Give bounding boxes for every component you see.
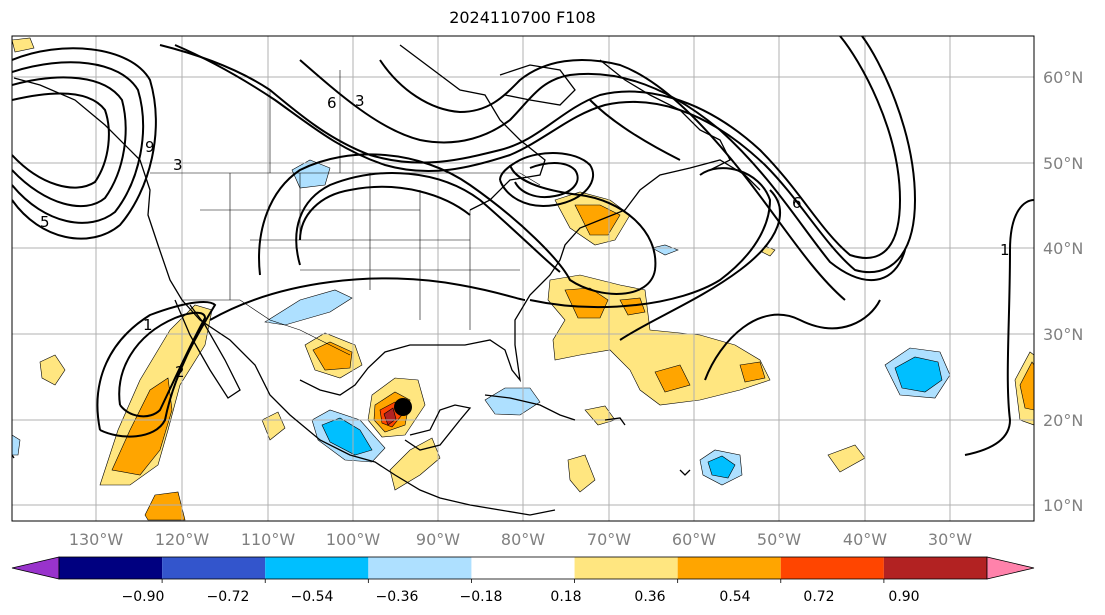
colorbar-label: 0.90	[888, 589, 919, 605]
lon-label: 30°W	[928, 530, 972, 549]
colorbar-segment	[162, 557, 266, 579]
contour-label: 6	[792, 194, 802, 212]
contour-label: 3	[173, 156, 183, 174]
contour-label: 2	[175, 363, 185, 381]
lon-label: 130°W	[69, 530, 124, 549]
colorbar	[11, 556, 1035, 583]
map-frame	[11, 35, 1035, 522]
contour-label: 1	[143, 316, 153, 334]
colorbar-label: −0.90	[122, 589, 165, 605]
colorbar-extend-min	[11, 556, 60, 580]
lon-label: 90°W	[416, 530, 460, 549]
lon-label: 70°W	[587, 530, 631, 549]
contour-label: 6	[327, 94, 337, 112]
lon-label: 40°W	[843, 530, 887, 549]
colorbar-label: 0.54	[719, 589, 750, 605]
colorbar-segment	[677, 557, 781, 579]
map-title: 2024110700 F108	[449, 8, 596, 27]
colorbar-label: −0.18	[460, 589, 503, 605]
colorbar-extend-max	[986, 556, 1035, 580]
lat-label: 40°N	[1043, 239, 1083, 258]
lon-label: 120°W	[155, 530, 210, 549]
colorbar-segment	[265, 557, 369, 579]
lon-label: 110°W	[241, 530, 296, 549]
contour-label: 3	[355, 92, 365, 110]
longitude-labels: 130°W 120°W 110°W 100°W 90°W 80°W 70°W 6…	[69, 530, 972, 549]
colorbar-label: 0.36	[634, 589, 665, 605]
lat-label: 60°N	[1043, 68, 1083, 87]
contour-lines	[12, 36, 1034, 456]
colorbar-segment	[574, 557, 678, 579]
lat-label: 50°N	[1043, 154, 1083, 173]
latitude-labels: 10°N 20°N 30°N 40°N 50°N 60°N	[1043, 68, 1083, 515]
contour-label: 5	[40, 213, 50, 231]
contour-label: 9	[145, 138, 155, 156]
lat-label: 30°N	[1043, 325, 1083, 344]
colorbar-label: 0.72	[803, 589, 834, 605]
political-borders	[150, 70, 541, 356]
contour-label: 1	[1000, 241, 1010, 259]
colorbar-segment	[59, 557, 163, 579]
colorbar-label: −0.72	[207, 589, 250, 605]
lat-label: 10°N	[1043, 496, 1083, 515]
lon-label: 60°W	[672, 530, 716, 549]
lon-label: 100°W	[326, 530, 381, 549]
colorbar-label: −0.54	[291, 589, 334, 605]
colorbar-label: −0.36	[376, 589, 419, 605]
contour-label-group: 1 1 2 3 3 5 6 6 9	[40, 92, 1010, 381]
colorbar-segment	[471, 557, 575, 579]
colorbar-segment	[780, 557, 884, 579]
colorbar-labels: −0.90 −0.72 −0.54 −0.36 −0.18 0.18 0.36 …	[122, 589, 920, 605]
lon-label: 50°W	[757, 530, 801, 549]
colorbar-segment	[368, 557, 472, 579]
colorbar-segment	[883, 557, 987, 579]
lon-label: 80°W	[501, 530, 545, 549]
lat-label: 20°N	[1043, 411, 1083, 430]
colorbar-label: 0.18	[550, 589, 581, 605]
storm-center-dot	[394, 398, 412, 416]
